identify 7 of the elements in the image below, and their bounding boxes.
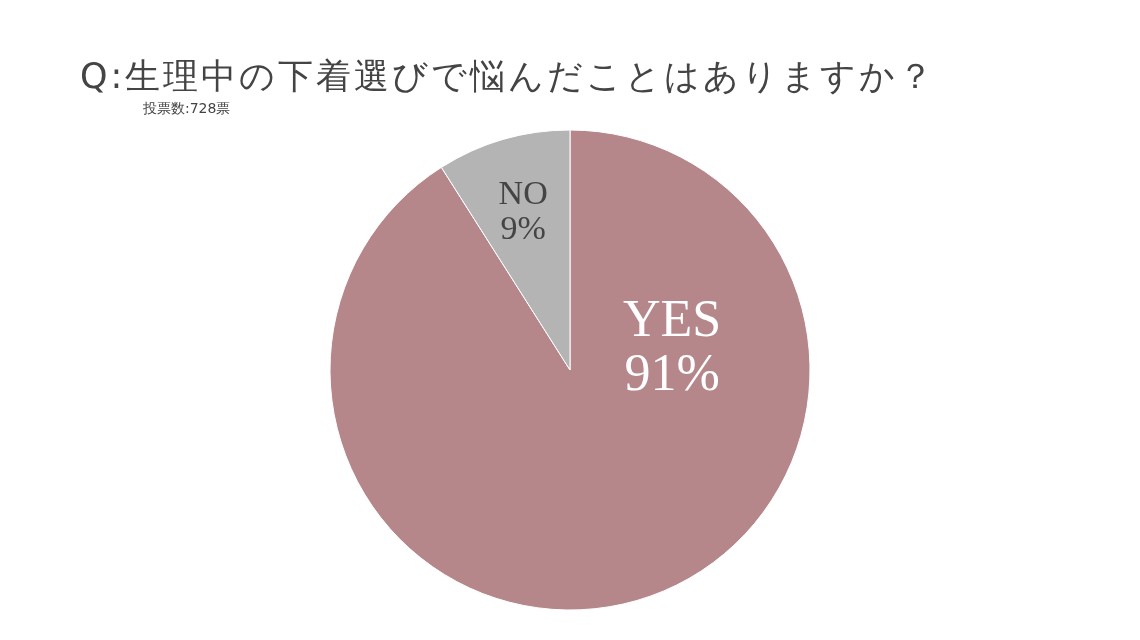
chart-title: Q:生理中の下着選びで悩んだことはありますか？ (80, 56, 937, 96)
text: 投票数:728票 (142, 100, 231, 116)
data-label: 9% (500, 209, 546, 247)
pie-slice (329, 129, 811, 611)
slice-label: NO (498, 173, 548, 211)
data-label: 91% (624, 344, 720, 402)
slice-label: YES (623, 289, 722, 347)
